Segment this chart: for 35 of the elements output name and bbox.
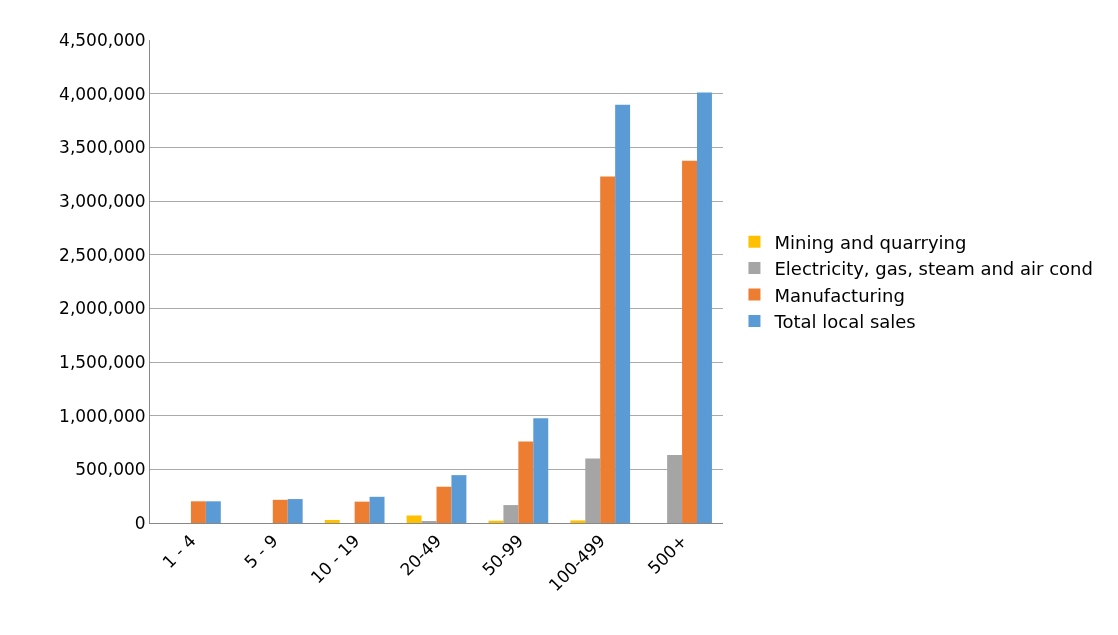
legend-label: Total local sales (773, 310, 916, 332)
y-tick-label: 2,500,000 (59, 244, 146, 265)
bar (533, 418, 549, 523)
y-tick-label: 0 (134, 512, 146, 533)
bar (272, 499, 288, 523)
bar (287, 499, 303, 523)
bar (436, 486, 452, 523)
legend-label: Manufacturing (774, 284, 905, 306)
y-tick-label: 3,000,000 (59, 190, 146, 211)
x-tick-label: 10 - 19 (306, 530, 364, 588)
bar (205, 501, 221, 523)
y-tick-label: 4,000,000 (59, 83, 146, 104)
bar (682, 160, 698, 523)
bar (600, 176, 616, 523)
y-tick-label: 1,500,000 (59, 351, 146, 372)
legend-label: Mining and quarrying (774, 231, 967, 253)
bar (324, 519, 340, 523)
bar (451, 475, 467, 523)
bar (615, 104, 631, 523)
y-tick-label: 1,000,000 (59, 405, 146, 426)
y-tick-label: 3,500,000 (59, 137, 146, 158)
bar (369, 496, 385, 523)
bar (518, 441, 534, 523)
y-tick-label: 4,500,000 (59, 29, 146, 50)
bar (406, 515, 422, 523)
x-tick-label: 1 - 4 (158, 530, 200, 573)
x-tick-label: 5 - 9 (240, 530, 282, 573)
bar (570, 520, 586, 523)
legend-label: Electricity, gas, steam and air cond (774, 258, 1093, 280)
bar (697, 92, 712, 523)
y-tick-label: 500,000 (75, 459, 146, 480)
bar (503, 505, 519, 523)
bar (354, 501, 370, 523)
y-tick-label: 2,000,000 (59, 298, 146, 319)
bar (190, 501, 206, 523)
